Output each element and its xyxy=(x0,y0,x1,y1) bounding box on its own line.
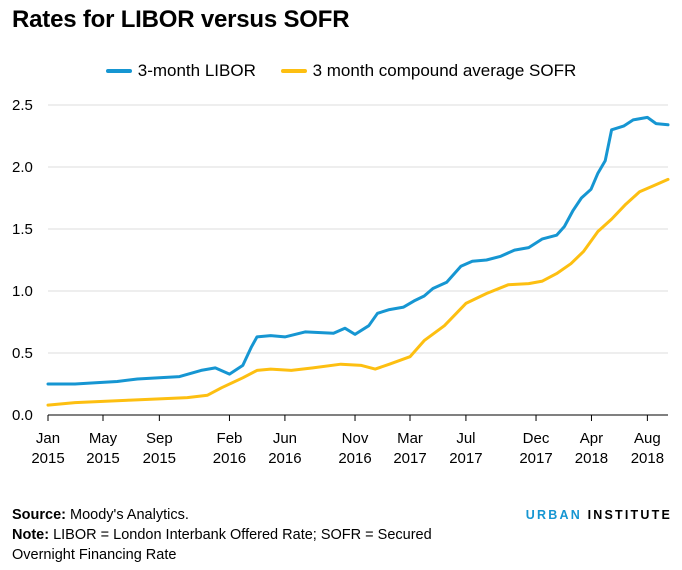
legend-swatch-sofr xyxy=(280,69,307,73)
x-tick-label-month: Aug xyxy=(634,430,661,447)
x-tick-label-month: Sep xyxy=(146,430,173,447)
x-tick-label-month: Jun xyxy=(273,430,297,447)
x-tick-label-month: Mar xyxy=(397,430,423,447)
series-line-libor xyxy=(46,115,670,386)
line-chart: 0.0 0.5 1.0 1.5 2.0 2.5 Jan 2015 May 2015 Sep 2015 F… xyxy=(12,97,670,467)
x-tick-label-year: 2016 xyxy=(338,450,371,467)
logo-institute: INSTITUTE xyxy=(581,508,672,522)
legend-item-sofr: 3 month compound average SOFR xyxy=(280,61,577,81)
x-tick-label-year: 2015 xyxy=(86,450,119,467)
x-tick-label-year: 2015 xyxy=(31,450,64,467)
source-text: Moody's Analytics. xyxy=(66,507,189,523)
x-tick-label-year: 2018 xyxy=(631,450,664,467)
legend-swatch-libor xyxy=(105,69,132,73)
note-line: Note: LIBOR = London Interbank Offered R… xyxy=(12,525,432,545)
x-tick-label-month: Jan xyxy=(36,430,60,447)
logo-urban: URBAN xyxy=(525,508,582,522)
source-label: Source: xyxy=(12,507,66,523)
chart-footer: Source: Moody's Analytics. Note: LIBOR =… xyxy=(12,505,432,565)
note-label: Note: xyxy=(12,527,50,543)
x-tick-label-month: Jul xyxy=(456,430,475,447)
legend-item-libor: 3-month LIBOR xyxy=(105,61,256,81)
chart-legend: 3-month LIBOR 3 month compound average S… xyxy=(0,58,682,81)
y-tick-label: 2.5 xyxy=(12,97,33,114)
x-tick-label-month: Dec xyxy=(523,430,550,447)
urban-institute-logo: URBAN INSTITUTE xyxy=(526,508,672,522)
x-tick-label-month: Apr xyxy=(580,430,603,447)
x-tick-label-year: 2015 xyxy=(143,450,176,467)
y-tick-label: 1.0 xyxy=(12,283,33,300)
y-tick-label: 2.0 xyxy=(12,159,33,176)
x-tick-label-year: 2017 xyxy=(519,450,552,467)
note-text-line2: Overnight Financing Rate xyxy=(12,547,177,563)
x-tick-label-month: Nov xyxy=(342,430,369,447)
y-tick-label: 0.5 xyxy=(12,345,33,362)
legend-label-sofr: 3 month compound average SOFR xyxy=(312,61,577,80)
x-tick-label-year: 2017 xyxy=(393,450,426,467)
legend-label-libor: 3-month LIBOR xyxy=(137,61,256,80)
chart-title: Rates for LIBOR versus SOFR xyxy=(12,6,350,33)
x-tick-label-month: Feb xyxy=(217,430,243,447)
y-tick-label: 0.0 xyxy=(12,407,33,424)
x-tick-label-year: 2016 xyxy=(213,450,246,467)
series-line-sofr xyxy=(46,177,670,407)
x-tick-label-year: 2016 xyxy=(268,450,301,467)
x-tick-label-year: 2018 xyxy=(575,450,608,467)
y-tick-label: 1.5 xyxy=(12,221,33,238)
x-tick-label-month: May xyxy=(89,430,118,447)
note-text-line1: LIBOR = London Interbank Offered Rate; S… xyxy=(49,527,432,543)
source-line: Source: Moody's Analytics. xyxy=(12,505,432,525)
x-tick-label-year: 2017 xyxy=(449,450,482,467)
